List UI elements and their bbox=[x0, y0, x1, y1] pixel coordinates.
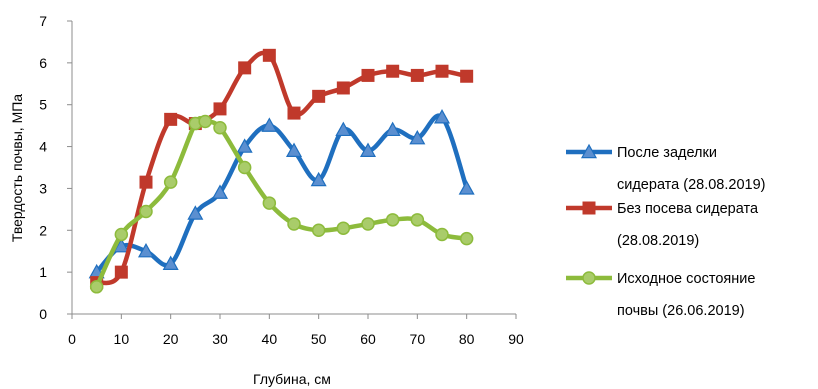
series-3-point bbox=[237, 160, 252, 175]
series-3-point bbox=[114, 227, 129, 242]
series-3-point bbox=[385, 213, 400, 227]
series-3-point bbox=[311, 223, 326, 238]
x-tick-label: 80 bbox=[459, 331, 475, 347]
series-1-point bbox=[310, 171, 327, 187]
x-tick-label: 10 bbox=[114, 331, 130, 347]
series-2-point bbox=[361, 68, 375, 82]
series-3-point bbox=[459, 231, 474, 246]
x-tick-label: 20 bbox=[163, 331, 179, 347]
series-1-point bbox=[409, 129, 426, 145]
series-1-point bbox=[335, 121, 352, 137]
series-2-point bbox=[336, 81, 350, 95]
series-2-point bbox=[312, 89, 326, 103]
series-1-point bbox=[162, 255, 179, 270]
legend: После заделки сидерата (28.08.2019) Без по… bbox=[566, 143, 765, 319]
series-3-point bbox=[336, 221, 351, 235]
legend-label-2: (28.08.2019) bbox=[617, 233, 699, 249]
y-tick-label: 0 bbox=[39, 306, 47, 322]
series-2-point bbox=[238, 61, 252, 75]
series-1-point bbox=[187, 205, 204, 220]
series-3-point bbox=[435, 227, 449, 242]
legend-label-3: Исходное состояние bbox=[617, 271, 755, 287]
series-2-point bbox=[386, 64, 400, 78]
series-1-point bbox=[261, 117, 278, 132]
legend-label-1: После заделки bbox=[617, 145, 717, 161]
x-tick-label: 60 bbox=[360, 331, 376, 347]
series-3-point bbox=[361, 217, 375, 231]
series-2-point bbox=[262, 48, 276, 62]
x-tick-label: 90 bbox=[508, 331, 524, 347]
legend-label-3: почвы (26.06.2019) bbox=[617, 303, 745, 319]
legend-marker-3 bbox=[582, 271, 596, 285]
y-tick-label: 3 bbox=[39, 180, 47, 196]
legend-marker-2 bbox=[582, 201, 596, 215]
series-2-point bbox=[410, 68, 424, 82]
y-tick-label: 1 bbox=[39, 264, 47, 280]
series-2-point bbox=[287, 106, 301, 120]
x-tick-label: 30 bbox=[212, 331, 228, 347]
y-tick-label: 6 bbox=[39, 55, 47, 71]
series-2-point bbox=[435, 64, 449, 78]
series-1-point bbox=[137, 242, 155, 258]
series-1-point bbox=[433, 109, 451, 124]
x-axis-title: Глубина, см bbox=[253, 371, 331, 387]
series-3-point bbox=[410, 213, 425, 227]
y-tick-label: 4 bbox=[39, 139, 47, 155]
series-3-point bbox=[89, 280, 104, 294]
series-3-point bbox=[287, 217, 301, 231]
series-2-point bbox=[114, 265, 128, 279]
series-1-point bbox=[458, 180, 475, 195]
y-axis-title: Твердость почвы, МПа bbox=[9, 94, 25, 242]
series-3-point bbox=[139, 204, 153, 219]
legend-label-1: сидерата (28.08.2019) bbox=[617, 177, 765, 193]
x-tick-label: 50 bbox=[311, 331, 327, 347]
series-2-point bbox=[213, 102, 227, 116]
series-1-point bbox=[384, 121, 401, 137]
series-1-point bbox=[359, 142, 377, 157]
series-3-point bbox=[198, 114, 212, 129]
x-tick-label: 40 bbox=[262, 331, 278, 347]
series-1-point bbox=[211, 184, 229, 199]
y-tick-label: 7 bbox=[39, 13, 47, 29]
y-tick-label: 2 bbox=[39, 222, 47, 238]
series-line-1 bbox=[94, 113, 469, 275]
series-1-point bbox=[285, 142, 303, 157]
series-1-point bbox=[236, 138, 253, 153]
series-2-point bbox=[164, 112, 178, 126]
legend-marker-1 bbox=[580, 143, 598, 159]
y-tick-label: 5 bbox=[39, 97, 47, 113]
series-2-point bbox=[139, 175, 153, 189]
series-2-point bbox=[460, 69, 474, 83]
series-line-2 bbox=[94, 50, 469, 286]
legend-label-2: Без посева сидерата bbox=[617, 201, 759, 217]
series-3-point bbox=[213, 120, 227, 135]
series-3-point bbox=[262, 196, 277, 210]
series-1-point bbox=[113, 237, 130, 253]
series-3-point bbox=[163, 175, 178, 189]
x-tick-label: 0 bbox=[68, 331, 76, 347]
x-tick-label: 70 bbox=[410, 331, 426, 347]
